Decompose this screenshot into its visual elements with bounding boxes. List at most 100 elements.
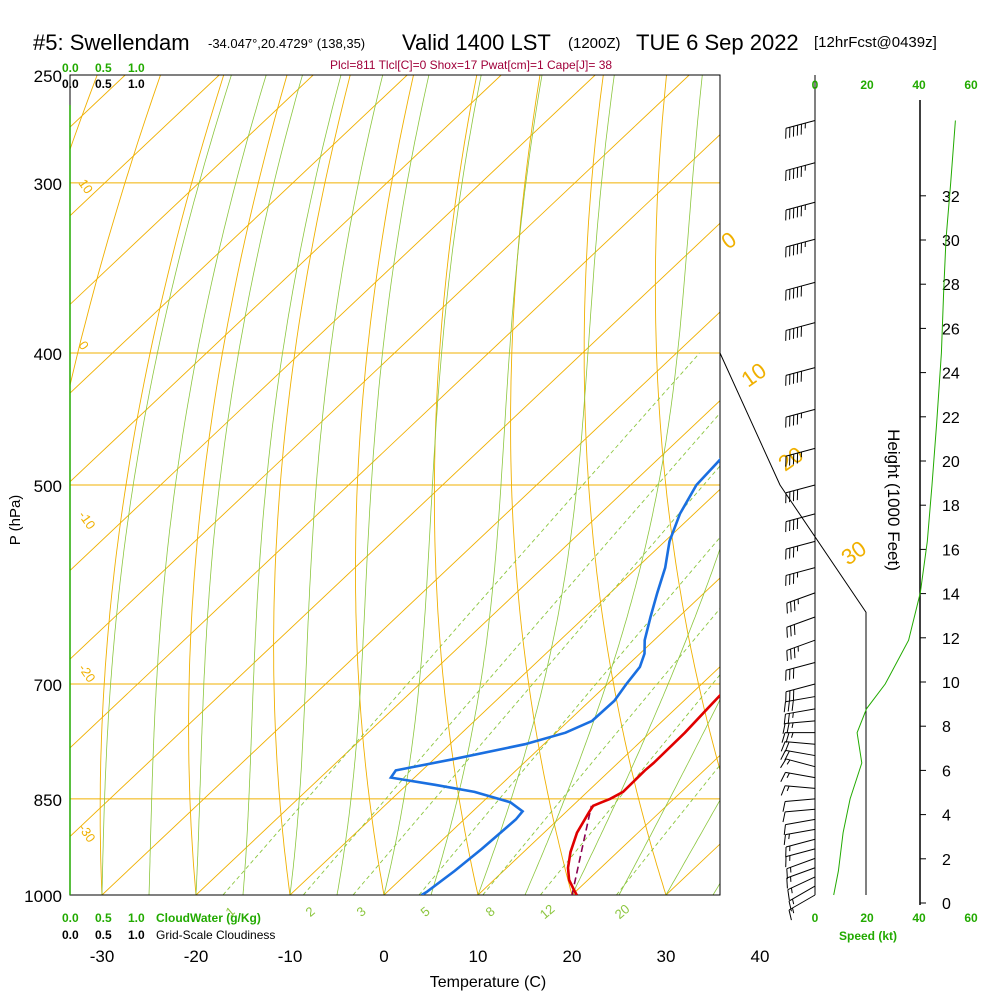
height-tick-label: 4 (942, 808, 951, 825)
height-tick-label: 24 (942, 366, 960, 383)
wind-barb-flag (783, 701, 786, 713)
wind-barb-flag (790, 625, 792, 637)
temperature-trace (566, 693, 720, 895)
height-tick-label: 28 (942, 277, 960, 294)
wind-barb-staff (785, 785, 816, 789)
height-tick-label: 6 (942, 763, 951, 780)
wind-barb-flag (787, 889, 790, 901)
pressure-tick-label: 1000 (24, 887, 62, 906)
surface-temperature-dot (571, 895, 579, 903)
wind-speed-tick-top: 0 (812, 78, 819, 92)
dry-adiabat-line (188, 75, 288, 895)
isotherm-line (477, 666, 720, 895)
wind-speed-frame (719, 352, 867, 895)
height-tick-label: 8 (942, 719, 951, 736)
height-tick-label: 30 (942, 233, 960, 250)
wind-barb-staff (785, 238, 816, 248)
cloud-water-scale-bottom-value: 0.0 (62, 911, 79, 925)
cloudiness-scale-top-value: 0.0 (62, 77, 79, 91)
wind-speed-tick-bottom: 40 (912, 911, 926, 925)
height-tick-label: 20 (942, 454, 960, 471)
moist-adiabat-line (760, 75, 1000, 895)
mixing-ratio-label: 3 (354, 903, 369, 919)
isotherm-line (383, 577, 720, 895)
wind-barb-flag (786, 603, 788, 614)
moist-adiabat-line (101, 75, 232, 895)
wind-barb-flag (791, 700, 794, 711)
mixing-ratio-line (352, 465, 720, 895)
wind-barb-staff (788, 885, 816, 902)
mixing-ratio-line (418, 536, 720, 895)
wind-barb-staff (785, 322, 816, 331)
chart-grid (0, 51, 1000, 924)
dry-adiabat-line (355, 75, 414, 895)
wind-barb-half-flag (791, 907, 795, 914)
wind-barb-flag (782, 801, 786, 812)
dry-adiabat-line (510, 75, 573, 895)
wind-barb-staff (785, 484, 816, 494)
moist-adiabat-line (195, 75, 303, 895)
dry-adiabat-label: -10 (76, 508, 99, 532)
wind-speed-tick-top: 20 (860, 78, 874, 92)
wind-barb-staff (785, 662, 816, 671)
mixing-ratio-label: 20 (612, 901, 633, 922)
wind-barb-staff (788, 894, 816, 911)
temperature-tick-label: 40 (751, 947, 770, 966)
moist-adiabat-line (477, 75, 615, 895)
wind-barb-staff (785, 513, 816, 523)
mixing-ratio-label: 2 (303, 903, 318, 919)
mixing-ratio-line (540, 674, 720, 895)
dry-adiabat-line (791, 51, 961, 924)
height-tick-label: 22 (942, 410, 960, 427)
wind-barb-flag (781, 732, 786, 743)
dry-adiabat-line (273, 75, 351, 895)
pressure-axis-label: P (hPa) (7, 495, 24, 546)
dry-adiabat-line (583, 75, 667, 895)
wind-barb-flag (786, 723, 790, 734)
moist-adiabat-line (383, 75, 482, 895)
wind-barb-flag (782, 811, 786, 823)
pressure-tick-label: 400 (34, 345, 62, 364)
moist-adiabat-line (289, 75, 384, 895)
cloud-water-label: CloudWater (g/Kg) (156, 911, 261, 925)
temperature-axis-label: Temperature (C) (430, 974, 546, 991)
cloudiness-scale-bottom-value: 0.5 (95, 928, 112, 942)
wind-barb-staff (785, 848, 816, 858)
height-tick-label: 10 (942, 675, 960, 692)
mixing-ratio-label: 5 (418, 903, 433, 919)
wind-barb-staff (785, 838, 816, 848)
isotherm-line (70, 75, 690, 660)
wind-barb-staff (785, 798, 816, 802)
height-tick-label: 12 (942, 631, 960, 648)
wind-barb-flag (785, 732, 790, 743)
isotherm-line (70, 75, 596, 572)
wind-barb-flag (793, 600, 796, 611)
wind-barb-staff (785, 696, 816, 703)
wind-barb-flag (788, 900, 792, 912)
isotherm-line (195, 400, 720, 895)
cloud-water-scale-top-value: 1.0 (128, 61, 145, 75)
height-tick-label: 18 (942, 498, 960, 515)
pressure-tick-label: 700 (34, 676, 62, 695)
wind-barb-flag (780, 785, 786, 796)
wind-barb-staff (785, 828, 816, 836)
wind-barb-flag (780, 772, 786, 782)
dry-adiabat-line (724, 51, 866, 924)
height-tick-label: 16 (942, 542, 960, 559)
cloud-water-scale-bottom-value: 1.0 (128, 911, 145, 925)
wind-barb-half-flag (791, 898, 795, 905)
temperature-tick-label: 30 (657, 947, 676, 966)
wind-barb-staff (785, 818, 816, 826)
valid-date: TUE 6 Sep 2022 (636, 30, 799, 55)
valid-time: Valid 1400 LST (402, 30, 551, 55)
wind-barb-flag (790, 649, 792, 660)
wind-barb-staff (786, 639, 816, 651)
wind-barb-flag (780, 750, 786, 760)
wind-barb-staff (787, 876, 816, 891)
isotherm-line (70, 75, 502, 483)
wind-barb-half-flag (791, 732, 794, 738)
isotherm-line (854, 75, 1000, 895)
isotherm-line (0, 75, 31, 895)
mixing-ratio-line (616, 764, 720, 895)
